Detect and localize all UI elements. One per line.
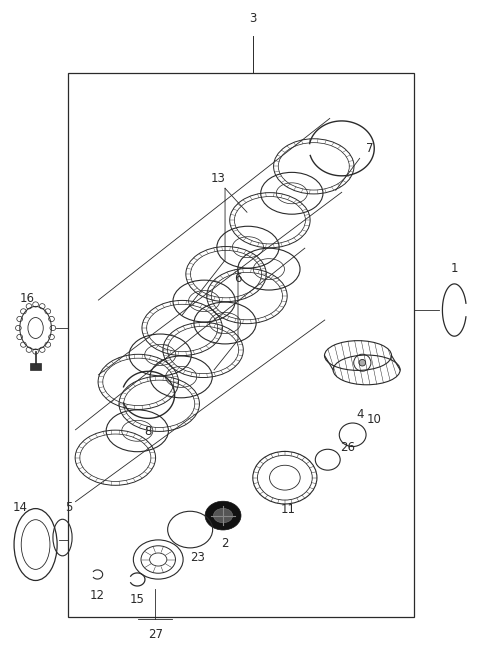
Text: 2: 2 bbox=[221, 537, 229, 550]
Text: 8: 8 bbox=[144, 425, 152, 438]
Text: 10: 10 bbox=[366, 413, 381, 426]
Text: 12: 12 bbox=[90, 589, 105, 602]
Text: 11: 11 bbox=[280, 503, 295, 516]
Ellipse shape bbox=[214, 508, 233, 523]
Text: 16: 16 bbox=[20, 291, 35, 305]
Text: 7: 7 bbox=[366, 142, 373, 155]
Text: 27: 27 bbox=[148, 628, 163, 641]
Ellipse shape bbox=[359, 360, 366, 366]
Text: 26: 26 bbox=[340, 441, 355, 455]
Text: 1: 1 bbox=[451, 261, 458, 274]
Text: 5: 5 bbox=[65, 501, 72, 514]
Text: 14: 14 bbox=[13, 501, 28, 514]
Text: 23: 23 bbox=[190, 551, 204, 564]
Bar bbox=[30, 363, 41, 371]
Bar bbox=[69, 73, 415, 618]
Text: 4: 4 bbox=[356, 408, 363, 421]
Text: 6: 6 bbox=[234, 272, 242, 285]
Ellipse shape bbox=[205, 501, 241, 530]
Text: 3: 3 bbox=[249, 12, 257, 25]
Text: 13: 13 bbox=[211, 172, 226, 185]
Text: 15: 15 bbox=[130, 593, 145, 606]
